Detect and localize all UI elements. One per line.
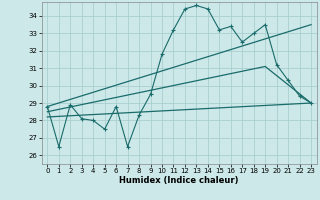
X-axis label: Humidex (Indice chaleur): Humidex (Indice chaleur)	[119, 176, 239, 185]
